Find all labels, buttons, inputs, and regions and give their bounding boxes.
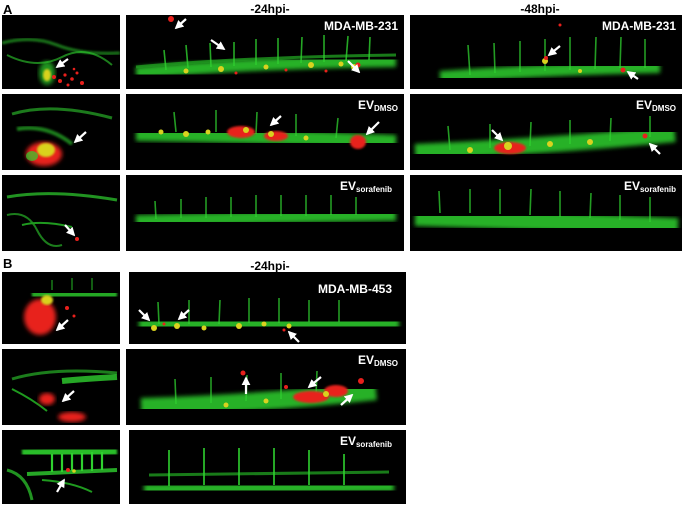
label-ev-text: EV [340,179,357,193]
section-a-letter: A [3,2,13,17]
label-ev-text: EV [635,98,652,112]
panel-a-evdmso-24hpi: EVDMSO [126,94,404,170]
label-ev-dmso-b: EVDMSO [358,353,398,368]
label-ev-subscript: sorafenib [355,440,392,449]
panel-a-evdmso-48hpi: EVDMSO [410,94,682,170]
panel-b-evdmso-head [2,349,120,425]
panel-b-evsorafenib-head [2,430,120,504]
label-ev-text: EV [357,98,374,112]
label-ev-sorafenib-b: EVsorafenib [340,434,392,449]
label-ev-text: EV [357,353,374,367]
label-ev-text: EV [339,434,356,448]
panel-a-evsorafenib-24hpi [126,175,404,251]
label-ev-subscript: DMSO [652,104,676,113]
label-ev-subscript: sorafenib [639,185,676,194]
label-ev-subscript: sorafenib [356,185,393,194]
panel-a-evsorafenib-head [2,175,120,251]
section-a-header-24hpi: -24hpi- [250,2,290,16]
panel-b-mda453-24hpi: MDA-MB-453 [129,272,406,344]
section-b-header-24hpi: -24hpi- [250,259,290,273]
label-mda-mb-453: MDA-MB-453 [317,282,392,296]
panel-a-mda231-head [2,15,120,89]
label-ev-subscript: DMSO [374,104,398,113]
panel-b-evsorafenib-24hpi: EVsorafenib [129,430,406,504]
panel-a-evsorafenib-48hpi: EVsorafenib [410,175,682,251]
panel-b-evdmso-24hpi: EVDMSO [126,349,406,425]
section-a-header-48hpi: -48hpi- [520,2,560,16]
label-ev-dmso-48hpi: EVDMSO [636,98,676,113]
label-ev-sorafenib-24hpi: EVsorafenib [340,179,392,194]
label-ev-text: EV [623,179,640,193]
panel-a-mda231-48hpi: MDA-MB-231 [410,15,682,89]
panel-b-mda453-head [2,272,120,344]
panel-a-evdmso-head [2,94,120,170]
label-mda-mb-231-24hpi: MDA-MB-231 [323,19,398,33]
label-ev-dmso-24hpi: EVDMSO [358,98,398,113]
label-mda-mb-231-48hpi: MDA-MB-231 [601,19,676,33]
label-ev-subscript: DMSO [374,359,398,368]
panel-a-mda231-24hpi: MDA-MB-231 [126,15,404,89]
section-b-letter: B [3,256,13,271]
label-ev-sorafenib-48hpi: EVsorafenib [624,179,676,194]
